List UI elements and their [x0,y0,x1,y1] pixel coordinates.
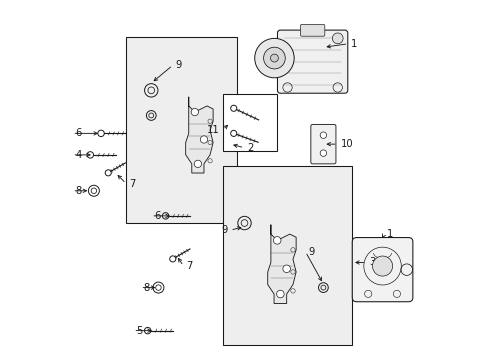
Text: 4: 4 [75,150,81,160]
Circle shape [320,132,326,138]
Text: 9: 9 [308,247,314,257]
Circle shape [194,160,201,167]
Circle shape [276,290,284,298]
Circle shape [270,54,278,62]
Text: 1: 1 [386,229,393,239]
Circle shape [320,150,326,156]
FancyBboxPatch shape [310,125,335,164]
Circle shape [200,136,207,143]
Polygon shape [267,225,296,303]
Bar [223,166,351,345]
Text: 2: 2 [247,143,253,153]
Text: 11: 11 [207,125,220,135]
Text: 3: 3 [368,257,375,267]
Text: 7: 7 [129,179,135,189]
Circle shape [263,47,285,69]
Bar [223,94,276,151]
Text: 8: 8 [75,186,81,196]
Text: 7: 7 [186,261,192,271]
Polygon shape [185,97,213,173]
FancyBboxPatch shape [300,24,324,36]
Circle shape [191,108,198,116]
Circle shape [254,39,294,78]
Text: 10: 10 [340,139,352,149]
Text: 6: 6 [75,129,81,138]
FancyBboxPatch shape [277,30,347,93]
Circle shape [372,256,392,276]
Circle shape [282,265,290,273]
Text: 6: 6 [154,211,160,221]
Text: 8: 8 [143,283,149,293]
Bar [126,37,237,223]
Text: 9: 9 [175,60,182,70]
Circle shape [332,33,343,44]
FancyBboxPatch shape [351,238,412,302]
Text: 5: 5 [136,325,142,336]
Text: 9: 9 [221,225,227,235]
Text: 1: 1 [351,39,357,49]
Circle shape [273,237,281,244]
